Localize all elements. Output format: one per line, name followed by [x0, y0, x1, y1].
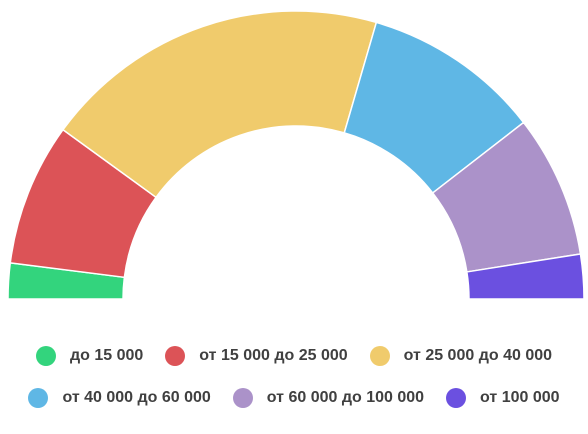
legend-item-60000-100000[interactable]: от 60 000 до 100 000: [232, 388, 425, 408]
legend-label: от 60 000 до 100 000: [266, 389, 425, 406]
semi-donut-chart: [7, 10, 585, 300]
chart-segment-3[interactable]: [61, 10, 378, 199]
legend-marker-icon: [446, 388, 467, 408]
legend-label: до 15 000: [69, 347, 144, 364]
legend-item-40000-60000[interactable]: от 40 000 до 60 000: [28, 388, 211, 408]
legend-row-1: до 15 000 от 15 000 до 25 000 от 25 000 …: [0, 346, 588, 366]
legend-item-15000-25000[interactable]: от 15 000 до 25 000: [165, 346, 348, 366]
chart-segment-6[interactable]: [466, 253, 585, 300]
legend-marker-icon: [232, 388, 253, 408]
legend-item-under-15000[interactable]: до 15 000: [35, 346, 144, 366]
legend-marker-icon: [35, 346, 56, 366]
legend-item-over-100000[interactable]: от 100 000: [446, 388, 560, 408]
legend-marker-icon: [369, 346, 390, 366]
legend-label: от 100 000: [480, 389, 560, 406]
legend-label: от 40 000 до 60 000: [62, 389, 211, 406]
legend-item-25000-40000[interactable]: от 25 000 до 40 000: [369, 346, 553, 366]
legend-label: от 15 000 до 25 000: [199, 347, 348, 364]
legend-marker-icon: [165, 346, 186, 366]
legend-row-2: от 40 000 до 60 000 от 60 000 до 100 000…: [0, 388, 588, 408]
legend-marker-icon: [28, 388, 49, 408]
legend-label: от 25 000 до 40 000: [403, 347, 553, 364]
